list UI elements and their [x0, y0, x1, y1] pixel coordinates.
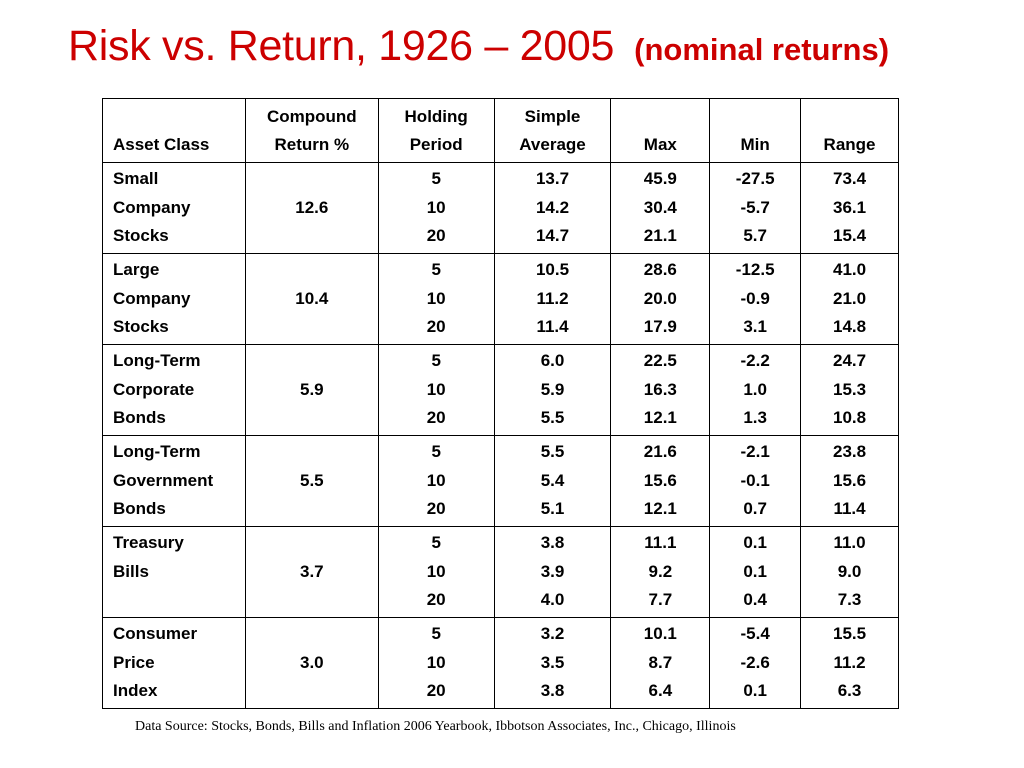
table-row: Treasury Bills 3.7 5 10 20 3.8 3.9 4.0 1…: [102, 526, 899, 618]
table-row: Long-Term Corporate Bonds 5.9 5 10 20 6.…: [102, 344, 899, 436]
holding-period-cell: 5 10 20: [377, 253, 495, 345]
range-cell: 11.0 9.0 7.3: [800, 526, 899, 618]
header-range: Range: [800, 98, 899, 163]
asset-class-cell: Treasury Bills: [102, 526, 246, 618]
header-simple-average: Simple Average: [493, 98, 612, 163]
header-compound-return: Compound Return %: [244, 98, 379, 163]
max-cell: 28.6 20.0 17.9: [610, 253, 711, 345]
max-cell: 11.1 9.2 7.7: [610, 526, 711, 618]
holding-period-cell: 5 10 20: [377, 526, 495, 618]
title-subtitle: (nominal returns): [634, 32, 890, 67]
table-row: Small Company Stocks 12.6 5 10 20 13.7 1…: [102, 162, 899, 254]
table-row: Large Company Stocks 10.4 5 10 20 10.5 1…: [102, 253, 899, 345]
max-cell: 45.9 30.4 21.1: [610, 162, 711, 254]
simple-average-cell: 3.8 3.9 4.0: [493, 526, 612, 618]
range-cell: 73.4 36.1 15.4: [800, 162, 899, 254]
range-cell: 23.8 15.6 11.4: [800, 435, 899, 527]
header-max: Max: [610, 98, 711, 163]
min-cell: -12.5 -0.9 3.1: [709, 253, 802, 345]
page-title: Risk vs. Return, 1926 – 2005 (nominal ret…: [68, 22, 1008, 71]
asset-class-cell: Large Company Stocks: [102, 253, 246, 345]
simple-average-cell: 3.2 3.5 3.8: [493, 617, 612, 709]
range-cell: 41.0 21.0 14.8: [800, 253, 899, 345]
header-holding-period: Holding Period: [377, 98, 495, 163]
simple-average-cell: 5.5 5.4 5.1: [493, 435, 612, 527]
title-main: Risk vs. Return, 1926 – 2005: [68, 22, 615, 70]
asset-class-cell: Consumer Price Index: [102, 617, 246, 709]
compound-return-cell: 10.4: [244, 253, 379, 345]
simple-average-cell: 10.5 11.2 11.4: [493, 253, 612, 345]
table-row: Consumer Price Index 3.0 5 10 20 3.2 3.5…: [102, 617, 899, 709]
table-header-row: Asset Class Compound Return % Holding Pe…: [102, 98, 899, 163]
simple-average-cell: 6.0 5.9 5.5: [493, 344, 612, 436]
max-cell: 21.6 15.6 12.1: [610, 435, 711, 527]
compound-return-cell: 5.5: [244, 435, 379, 527]
asset-class-cell: Long-Term Corporate Bonds: [102, 344, 246, 436]
min-cell: -5.4 -2.6 0.1: [709, 617, 802, 709]
min-cell: -2.2 1.0 1.3: [709, 344, 802, 436]
holding-period-cell: 5 10 20: [377, 435, 495, 527]
holding-period-cell: 5 10 20: [377, 617, 495, 709]
range-cell: 24.7 15.3 10.8: [800, 344, 899, 436]
risk-return-table: Asset Class Compound Return % Holding Pe…: [102, 98, 899, 709]
min-cell: -2.1 -0.1 0.7: [709, 435, 802, 527]
header-min: Min: [709, 98, 802, 163]
min-cell: -27.5 -5.7 5.7: [709, 162, 802, 254]
max-cell: 10.1 8.7 6.4: [610, 617, 711, 709]
compound-return-cell: 12.6: [244, 162, 379, 254]
header-asset-class: Asset Class: [102, 98, 246, 163]
simple-average-cell: 13.7 14.2 14.7: [493, 162, 612, 254]
compound-return-cell: 5.9: [244, 344, 379, 436]
holding-period-cell: 5 10 20: [377, 162, 495, 254]
holding-period-cell: 5 10 20: [377, 344, 495, 436]
asset-class-cell: Long-Term Government Bonds: [102, 435, 246, 527]
compound-return-cell: 3.0: [244, 617, 379, 709]
compound-return-cell: 3.7: [244, 526, 379, 618]
max-cell: 22.5 16.3 12.1: [610, 344, 711, 436]
table-row: Long-Term Government Bonds 5.5 5 10 20 5…: [102, 435, 899, 527]
min-cell: 0.1 0.1 0.4: [709, 526, 802, 618]
asset-class-cell: Small Company Stocks: [102, 162, 246, 254]
range-cell: 15.5 11.2 6.3: [800, 617, 899, 709]
data-source-note: Data Source: Stocks, Bonds, Bills and In…: [135, 719, 736, 734]
